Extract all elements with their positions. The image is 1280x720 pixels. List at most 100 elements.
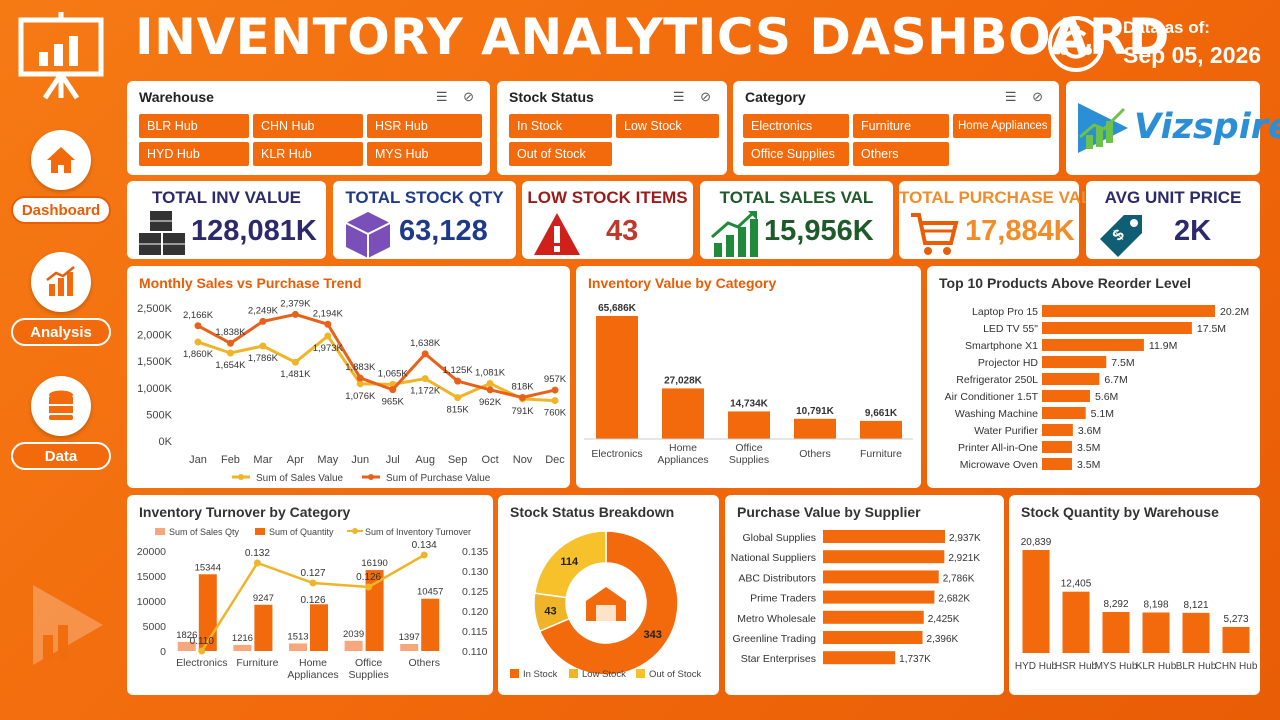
stock-status-slicer-title: Stock Status xyxy=(509,89,594,105)
category-slicer-title: Category xyxy=(745,89,806,105)
chip-hsr-hub[interactable]: HSR Hub xyxy=(367,114,482,138)
chip-low-stock[interactable]: Low Stock xyxy=(616,114,719,138)
legend-label: Sum of Quantity xyxy=(269,527,334,537)
data-label: 12,405 xyxy=(1061,579,1092,590)
chip-others[interactable]: Others xyxy=(853,142,949,166)
kpi-title: TOTAL SALES VAL xyxy=(719,188,874,207)
data-as-of: Data as of: Sep 05, 2026 xyxy=(1123,18,1261,69)
chip-furniture[interactable]: Furniture xyxy=(853,114,949,138)
bar xyxy=(1042,373,1100,385)
y2-tick-label: 0.130 xyxy=(462,566,488,578)
status-panel: Stock Status Breakdown 343 43 114 In Stock L… xyxy=(498,495,719,695)
x-tick-label: Jan xyxy=(189,454,207,466)
chip-klr-hub[interactable]: KLR Hub xyxy=(253,142,363,166)
bar-quantity xyxy=(421,598,440,651)
data-label: 43 xyxy=(544,605,556,617)
data-label: 20.2M xyxy=(1220,306,1249,318)
nav-data[interactable]: Data xyxy=(10,376,112,470)
chip-mys-hub[interactable]: MYS Hub xyxy=(367,142,482,166)
nav-label-dashboard[interactable]: Dashboard xyxy=(11,196,111,224)
data-label: 65,686K xyxy=(598,303,637,314)
x-tick-label: Others xyxy=(408,657,440,669)
donut-slice xyxy=(533,530,607,599)
bar xyxy=(823,570,939,584)
chip-blr-hub[interactable]: BLR Hub xyxy=(139,114,249,138)
y-tick-label: 1,500K xyxy=(137,356,173,368)
refresh-icon[interactable] xyxy=(1047,15,1105,73)
chip-chn-hub[interactable]: CHN Hub xyxy=(253,114,363,138)
x-tick-label: Aug xyxy=(415,454,435,466)
database-icon xyxy=(31,376,91,436)
chip-office-supplies[interactable]: Office Supplies xyxy=(743,142,849,166)
cart-icon xyxy=(911,213,959,255)
y-tick-label: Smartphone X1 xyxy=(965,340,1038,352)
x-tick-label: Jul xyxy=(386,454,400,466)
y-tick-label: LED TV 55" xyxy=(983,323,1038,335)
data-label: 1826 xyxy=(176,630,197,641)
slicer-tools-icon[interactable]: ☰ ⊘ xyxy=(435,89,480,104)
y-tick-label: Water Purifier xyxy=(974,425,1038,437)
nav-dashboard[interactable]: Dashboard xyxy=(10,130,112,224)
price-tag-icon: $ xyxy=(1100,215,1142,257)
bar xyxy=(823,530,945,543)
data-label: 14,734K xyxy=(730,398,769,409)
data-label: 760K xyxy=(544,408,567,419)
nav-analysis[interactable]: Analysis xyxy=(10,252,112,346)
bar xyxy=(794,418,836,439)
y-tick-label: 0K xyxy=(159,436,173,448)
x-tick-label: Mar xyxy=(253,454,272,466)
y-tick-label: Global Supplies xyxy=(742,532,816,544)
status-title: Stock Status Breakdown xyxy=(510,504,675,520)
data-point xyxy=(454,377,462,385)
y-tick-label: Refrigerator 250L xyxy=(956,374,1038,386)
home-icon xyxy=(31,130,91,190)
legend-swatch xyxy=(255,528,265,535)
nav-label-analysis[interactable]: Analysis xyxy=(11,318,111,346)
bar xyxy=(1022,550,1050,653)
y-tick-label: 1,000K xyxy=(137,383,173,395)
slicer-tools-icon[interactable]: ☰ ⊘ xyxy=(672,89,717,104)
turnover-chart: 20000 15000 10000 5000 0 0.135 0.130 0.125 0.120… xyxy=(137,527,489,681)
data-label: 2,396K xyxy=(927,634,959,645)
legend-label: Sum of Inventory Turnover xyxy=(365,527,471,537)
chip-home-appliances[interactable]: Home Appliances xyxy=(953,114,1051,138)
chip-in-stock[interactable]: In Stock xyxy=(509,114,612,138)
y-tick-label: 500K xyxy=(146,409,172,421)
chip-hyd-hub[interactable]: HYD Hub xyxy=(139,142,249,166)
y-tick-label: Prime Traders xyxy=(750,593,816,605)
data-point xyxy=(356,380,364,388)
bar xyxy=(1042,356,1107,368)
nav-label-data[interactable]: Data xyxy=(11,442,111,470)
slicer-tools-icon[interactable]: ☰ ⊘ xyxy=(1004,89,1049,104)
x-tick-label: Feb xyxy=(221,454,240,466)
chip-electronics[interactable]: Electronics xyxy=(743,114,849,138)
data-label: 1,883K xyxy=(345,362,376,373)
status-chart: 343 43 114 In Stock Low Stock Out of Stock xyxy=(510,530,702,680)
data-label: 1,125K xyxy=(443,365,474,376)
data-point xyxy=(365,583,373,591)
data-label: 16190 xyxy=(361,558,387,569)
y-tick-label: 5000 xyxy=(143,621,167,633)
kpi-value: 2K xyxy=(1174,215,1212,247)
data-label: 7.5M xyxy=(1111,357,1134,369)
legend-swatch xyxy=(569,669,578,678)
kpi-value: 63,128 xyxy=(399,215,488,247)
brand-logo: Vizspire xyxy=(1066,81,1280,175)
bar xyxy=(662,388,704,439)
data-label: 1,737K xyxy=(899,654,931,665)
legend-label: Sum of Sales Value xyxy=(256,473,344,484)
y-tick-label: Printer All-in-One xyxy=(958,442,1038,454)
data-label: 3.6M xyxy=(1078,425,1101,437)
data-label: 1,973K xyxy=(313,343,344,354)
data-point xyxy=(356,374,364,382)
top10-title: Top 10 Products Above Reorder Level xyxy=(939,275,1192,291)
x-tick-label: HSR Hub xyxy=(1055,661,1098,672)
data-label: 1397 xyxy=(399,632,420,643)
bar xyxy=(823,631,923,644)
data-label: 0.126 xyxy=(356,572,381,583)
data-point xyxy=(324,320,332,328)
as-of-label: Data as of: xyxy=(1123,18,1210,37)
y-tick-label: Projector HD xyxy=(978,357,1039,369)
turnover-title: Inventory Turnover by Category xyxy=(139,504,351,520)
chip-out-of-stock[interactable]: Out of Stock xyxy=(509,142,612,166)
